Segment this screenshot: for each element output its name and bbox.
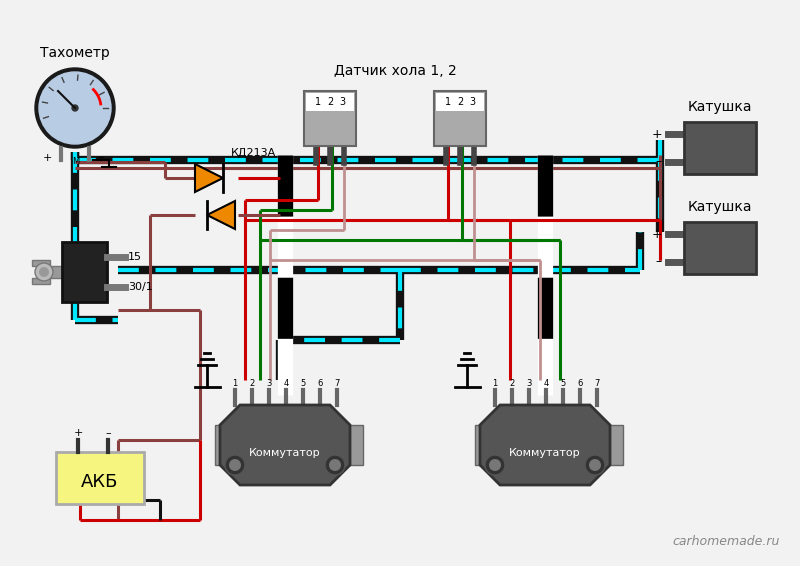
FancyBboxPatch shape [304, 91, 356, 146]
Text: 4: 4 [283, 379, 289, 388]
Text: 1: 1 [315, 97, 321, 107]
Text: АКБ: АКБ [82, 473, 118, 491]
Text: 7: 7 [594, 379, 600, 388]
Text: 7: 7 [334, 379, 340, 388]
Circle shape [229, 459, 241, 471]
Text: 3: 3 [339, 97, 345, 107]
Circle shape [485, 455, 505, 475]
Text: 2: 2 [510, 379, 514, 388]
Text: 3: 3 [526, 379, 532, 388]
Polygon shape [195, 164, 223, 192]
Circle shape [489, 459, 501, 471]
Circle shape [35, 263, 53, 281]
FancyBboxPatch shape [684, 122, 756, 174]
Text: Катушка: Катушка [688, 200, 752, 214]
Text: 2: 2 [327, 97, 333, 107]
FancyBboxPatch shape [684, 222, 756, 274]
Text: Катушка: Катушка [688, 100, 752, 114]
Circle shape [72, 105, 78, 111]
Circle shape [39, 267, 49, 277]
Circle shape [329, 459, 341, 471]
Text: М: М [72, 157, 80, 166]
FancyBboxPatch shape [434, 91, 486, 146]
FancyBboxPatch shape [475, 425, 493, 465]
Polygon shape [207, 201, 235, 229]
Text: 15: 15 [128, 252, 142, 262]
Text: 6: 6 [578, 379, 582, 388]
Polygon shape [32, 260, 62, 284]
Text: +: + [651, 127, 662, 140]
Text: –: – [98, 152, 104, 165]
Text: –: – [105, 428, 111, 438]
FancyBboxPatch shape [436, 93, 484, 111]
Text: –: – [656, 156, 662, 169]
Text: carhomemade.ru: carhomemade.ru [673, 535, 780, 548]
Text: 4: 4 [543, 379, 549, 388]
Text: 5: 5 [300, 379, 306, 388]
Text: 1: 1 [445, 97, 451, 107]
Text: Коммутатор: Коммутатор [509, 448, 581, 458]
Circle shape [589, 459, 601, 471]
FancyBboxPatch shape [345, 425, 363, 465]
Text: 5: 5 [560, 379, 566, 388]
Text: 2: 2 [457, 97, 463, 107]
Polygon shape [480, 405, 610, 485]
FancyBboxPatch shape [605, 425, 623, 465]
Circle shape [39, 72, 111, 144]
Text: 3: 3 [266, 379, 272, 388]
Circle shape [585, 455, 605, 475]
Polygon shape [220, 405, 350, 485]
Text: 6: 6 [318, 379, 322, 388]
Text: +: + [651, 228, 662, 241]
Circle shape [325, 455, 345, 475]
FancyBboxPatch shape [56, 452, 144, 504]
FancyBboxPatch shape [62, 242, 107, 302]
Text: Коммутатор: Коммутатор [249, 448, 321, 458]
Circle shape [225, 455, 245, 475]
Circle shape [35, 68, 115, 148]
FancyBboxPatch shape [306, 93, 354, 111]
Text: 30/1: 30/1 [128, 282, 153, 292]
Text: 2: 2 [250, 379, 254, 388]
Text: –: – [656, 255, 662, 268]
Text: 1: 1 [232, 379, 238, 388]
Text: 1: 1 [492, 379, 498, 388]
Text: +: + [74, 428, 82, 438]
Text: Тахометр: Тахометр [40, 46, 110, 60]
Text: Датчик хола 1, 2: Датчик хола 1, 2 [334, 64, 456, 78]
Text: +: + [42, 153, 52, 163]
Text: 3: 3 [469, 97, 475, 107]
FancyBboxPatch shape [215, 425, 233, 465]
Text: КД213А: КД213А [231, 148, 276, 158]
